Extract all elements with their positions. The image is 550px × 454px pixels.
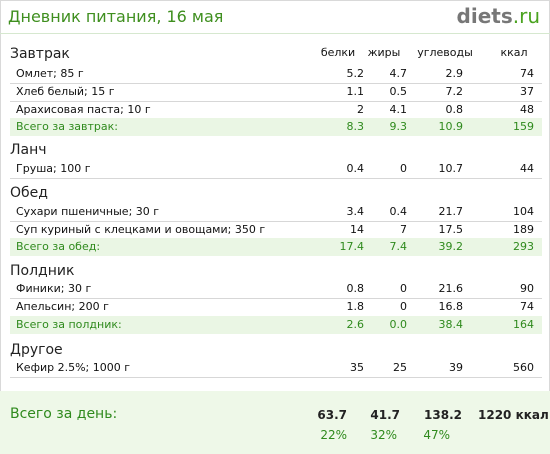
food-label: Суп куриный с клецками и овощами; 350 г [16, 223, 266, 236]
kcal-total: 159 [513, 120, 534, 133]
protein-value: 0.4 [346, 162, 365, 175]
fat-value: 7 [400, 223, 407, 236]
column-header-carbs: углеводы [417, 46, 473, 59]
day-total-panel: Всего за день: 63.7 41.7 138.2 1220 ккал… [0, 391, 550, 454]
food-label: Арахисовая паста; 10 г [16, 103, 151, 116]
protein-value: 5.2 [346, 67, 365, 80]
section-total-row: Всего за обед: 17.4 7.4 39.2 293 [10, 238, 542, 256]
protein-value: 2 [357, 103, 364, 116]
food-row[interactable]: Хлеб белый; 15 г 1.1 0.5 7.2 37 [10, 83, 542, 102]
section-title-dinner: Обед [10, 185, 48, 201]
section-total-row: Всего за полдник: 2.6 0.0 38.4 164 [10, 316, 542, 334]
day-carbs-total: 138.2 [424, 408, 462, 422]
kcal-value: 74 [520, 300, 534, 313]
fat-total: 9.3 [389, 120, 408, 133]
carbs-value: 39 [449, 361, 463, 374]
fat-value: 0 [400, 282, 407, 295]
page-title: Дневник питания, 16 мая [8, 7, 224, 26]
logo-suffix: .ru [512, 4, 540, 28]
food-label: Груша; 100 г [16, 162, 91, 175]
food-row[interactable]: Груша; 100 г 0.4 0 10.7 44 [10, 160, 542, 179]
protein-total: 2.6 [346, 318, 365, 331]
section-title-snack: Полдник [10, 263, 75, 279]
food-row[interactable]: Апельсин; 200 г 1.8 0 16.8 74 [10, 298, 542, 317]
day-kcal-total: 1220 ккал [478, 408, 549, 422]
column-header-kcal: ккал [500, 46, 528, 59]
day-carbs-percent: 47% [423, 428, 450, 442]
protein-value: 0.8 [346, 282, 365, 295]
carbs-total: 38.4 [438, 318, 464, 331]
carbs-value: 2.9 [445, 67, 464, 80]
section-total-row: Всего за завтрак: 8.3 9.3 10.9 159 [10, 118, 542, 136]
protein-value: 1.8 [346, 300, 365, 313]
fat-value: 4.7 [389, 67, 408, 80]
fat-value: 4.1 [389, 103, 408, 116]
day-total-label: Всего за день: [10, 406, 118, 422]
day-fat-percent: 32% [370, 428, 397, 442]
protein-value: 1.1 [346, 85, 365, 98]
protein-value: 3.4 [346, 205, 365, 218]
header-divider [0, 33, 550, 34]
fat-value: 0 [400, 300, 407, 313]
food-label: Апельсин; 200 г [16, 300, 109, 313]
protein-total: 8.3 [346, 120, 365, 133]
carbs-value: 7.2 [445, 85, 464, 98]
carbs-value: 16.8 [438, 300, 464, 313]
food-row[interactable]: Сухари пшеничные; 30 г 3.4 0.4 21.7 104 [10, 203, 542, 222]
food-label: Финики; 30 г [16, 282, 92, 295]
carbs-value: 21.7 [438, 205, 464, 218]
kcal-total: 293 [513, 240, 534, 253]
kcal-value: 104 [513, 205, 534, 218]
carbs-value: 10.7 [438, 162, 464, 175]
fat-total: 7.4 [389, 240, 408, 253]
protein-total: 17.4 [339, 240, 365, 253]
diary-header: Дневник питания, 16 мая diets.ru [0, 0, 550, 33]
section-title-other: Другое [10, 342, 63, 358]
total-label: Всего за завтрак: [16, 120, 119, 133]
kcal-value: 189 [513, 223, 534, 236]
day-protein-percent: 22% [320, 428, 347, 442]
column-header-protein: белки [320, 46, 356, 59]
food-row[interactable]: Омлет; 85 г 5.2 4.7 2.9 74 [10, 65, 542, 84]
section-title-breakfast: Завтрак [10, 46, 70, 62]
day-protein-total: 63.7 [317, 408, 347, 422]
food-label: Хлеб белый; 15 г [16, 85, 115, 98]
site-logo[interactable]: diets.ru [457, 4, 540, 28]
kcal-value: 560 [513, 361, 534, 374]
kcal-value: 74 [520, 67, 534, 80]
kcal-value: 48 [520, 103, 534, 116]
protein-value: 35 [350, 361, 364, 374]
total-label: Всего за обед: [16, 240, 101, 253]
logo-main: diets [456, 4, 513, 28]
fat-value: 0 [400, 162, 407, 175]
carbs-total: 10.9 [438, 120, 464, 133]
carbs-value: 17.5 [438, 223, 464, 236]
food-label: Омлет; 85 г [16, 67, 84, 80]
section-title-lunch: Ланч [10, 142, 47, 158]
fat-value: 25 [393, 361, 407, 374]
fat-total: 0.0 [389, 318, 408, 331]
total-label: Всего за полдник: [16, 318, 122, 331]
kcal-value: 90 [520, 282, 534, 295]
column-header-fat: жиры [367, 46, 401, 59]
day-fat-total: 41.7 [370, 408, 400, 422]
kcal-value: 37 [520, 85, 534, 98]
carbs-total: 39.2 [438, 240, 464, 253]
kcal-value: 44 [520, 162, 534, 175]
fat-value: 0.5 [389, 85, 408, 98]
kcal-total: 164 [513, 318, 534, 331]
food-label: Сухари пшеничные; 30 г [16, 205, 160, 218]
protein-value: 14 [350, 223, 364, 236]
carbs-value: 21.6 [438, 282, 464, 295]
fat-value: 0.4 [389, 205, 408, 218]
food-row[interactable]: Кефир 2.5%; 1000 г 35 25 39 560 [10, 359, 542, 378]
carbs-value: 0.8 [445, 103, 464, 116]
food-label: Кефир 2.5%; 1000 г [16, 361, 131, 374]
food-row[interactable]: Финики; 30 г 0.8 0 21.6 90 [10, 280, 542, 299]
